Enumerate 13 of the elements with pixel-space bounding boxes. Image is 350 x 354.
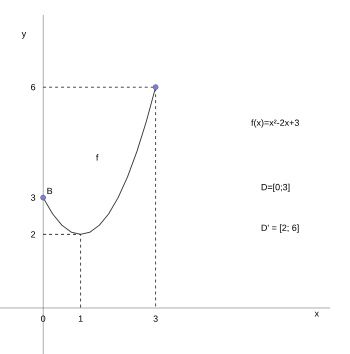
y-tick-label: 6	[31, 84, 36, 90]
x-tick-label: 3	[153, 315, 158, 322]
annotation: f	[96, 154, 98, 161]
annotation: D' = [2; 6]	[262, 224, 299, 233]
annotation: B	[47, 188, 52, 194]
y-tick-label: 2	[31, 231, 36, 238]
annotation: f(x)=x²-2x+3	[251, 119, 299, 128]
x-tick-label: 1	[78, 315, 83, 322]
x-axis-title: x	[314, 312, 319, 316]
annotation: D=[0;3]	[262, 184, 290, 192]
y-tick-label: 3	[30, 194, 36, 201]
y-axis-title: y	[22, 32, 26, 39]
x-tick-label: 0	[40, 315, 46, 322]
